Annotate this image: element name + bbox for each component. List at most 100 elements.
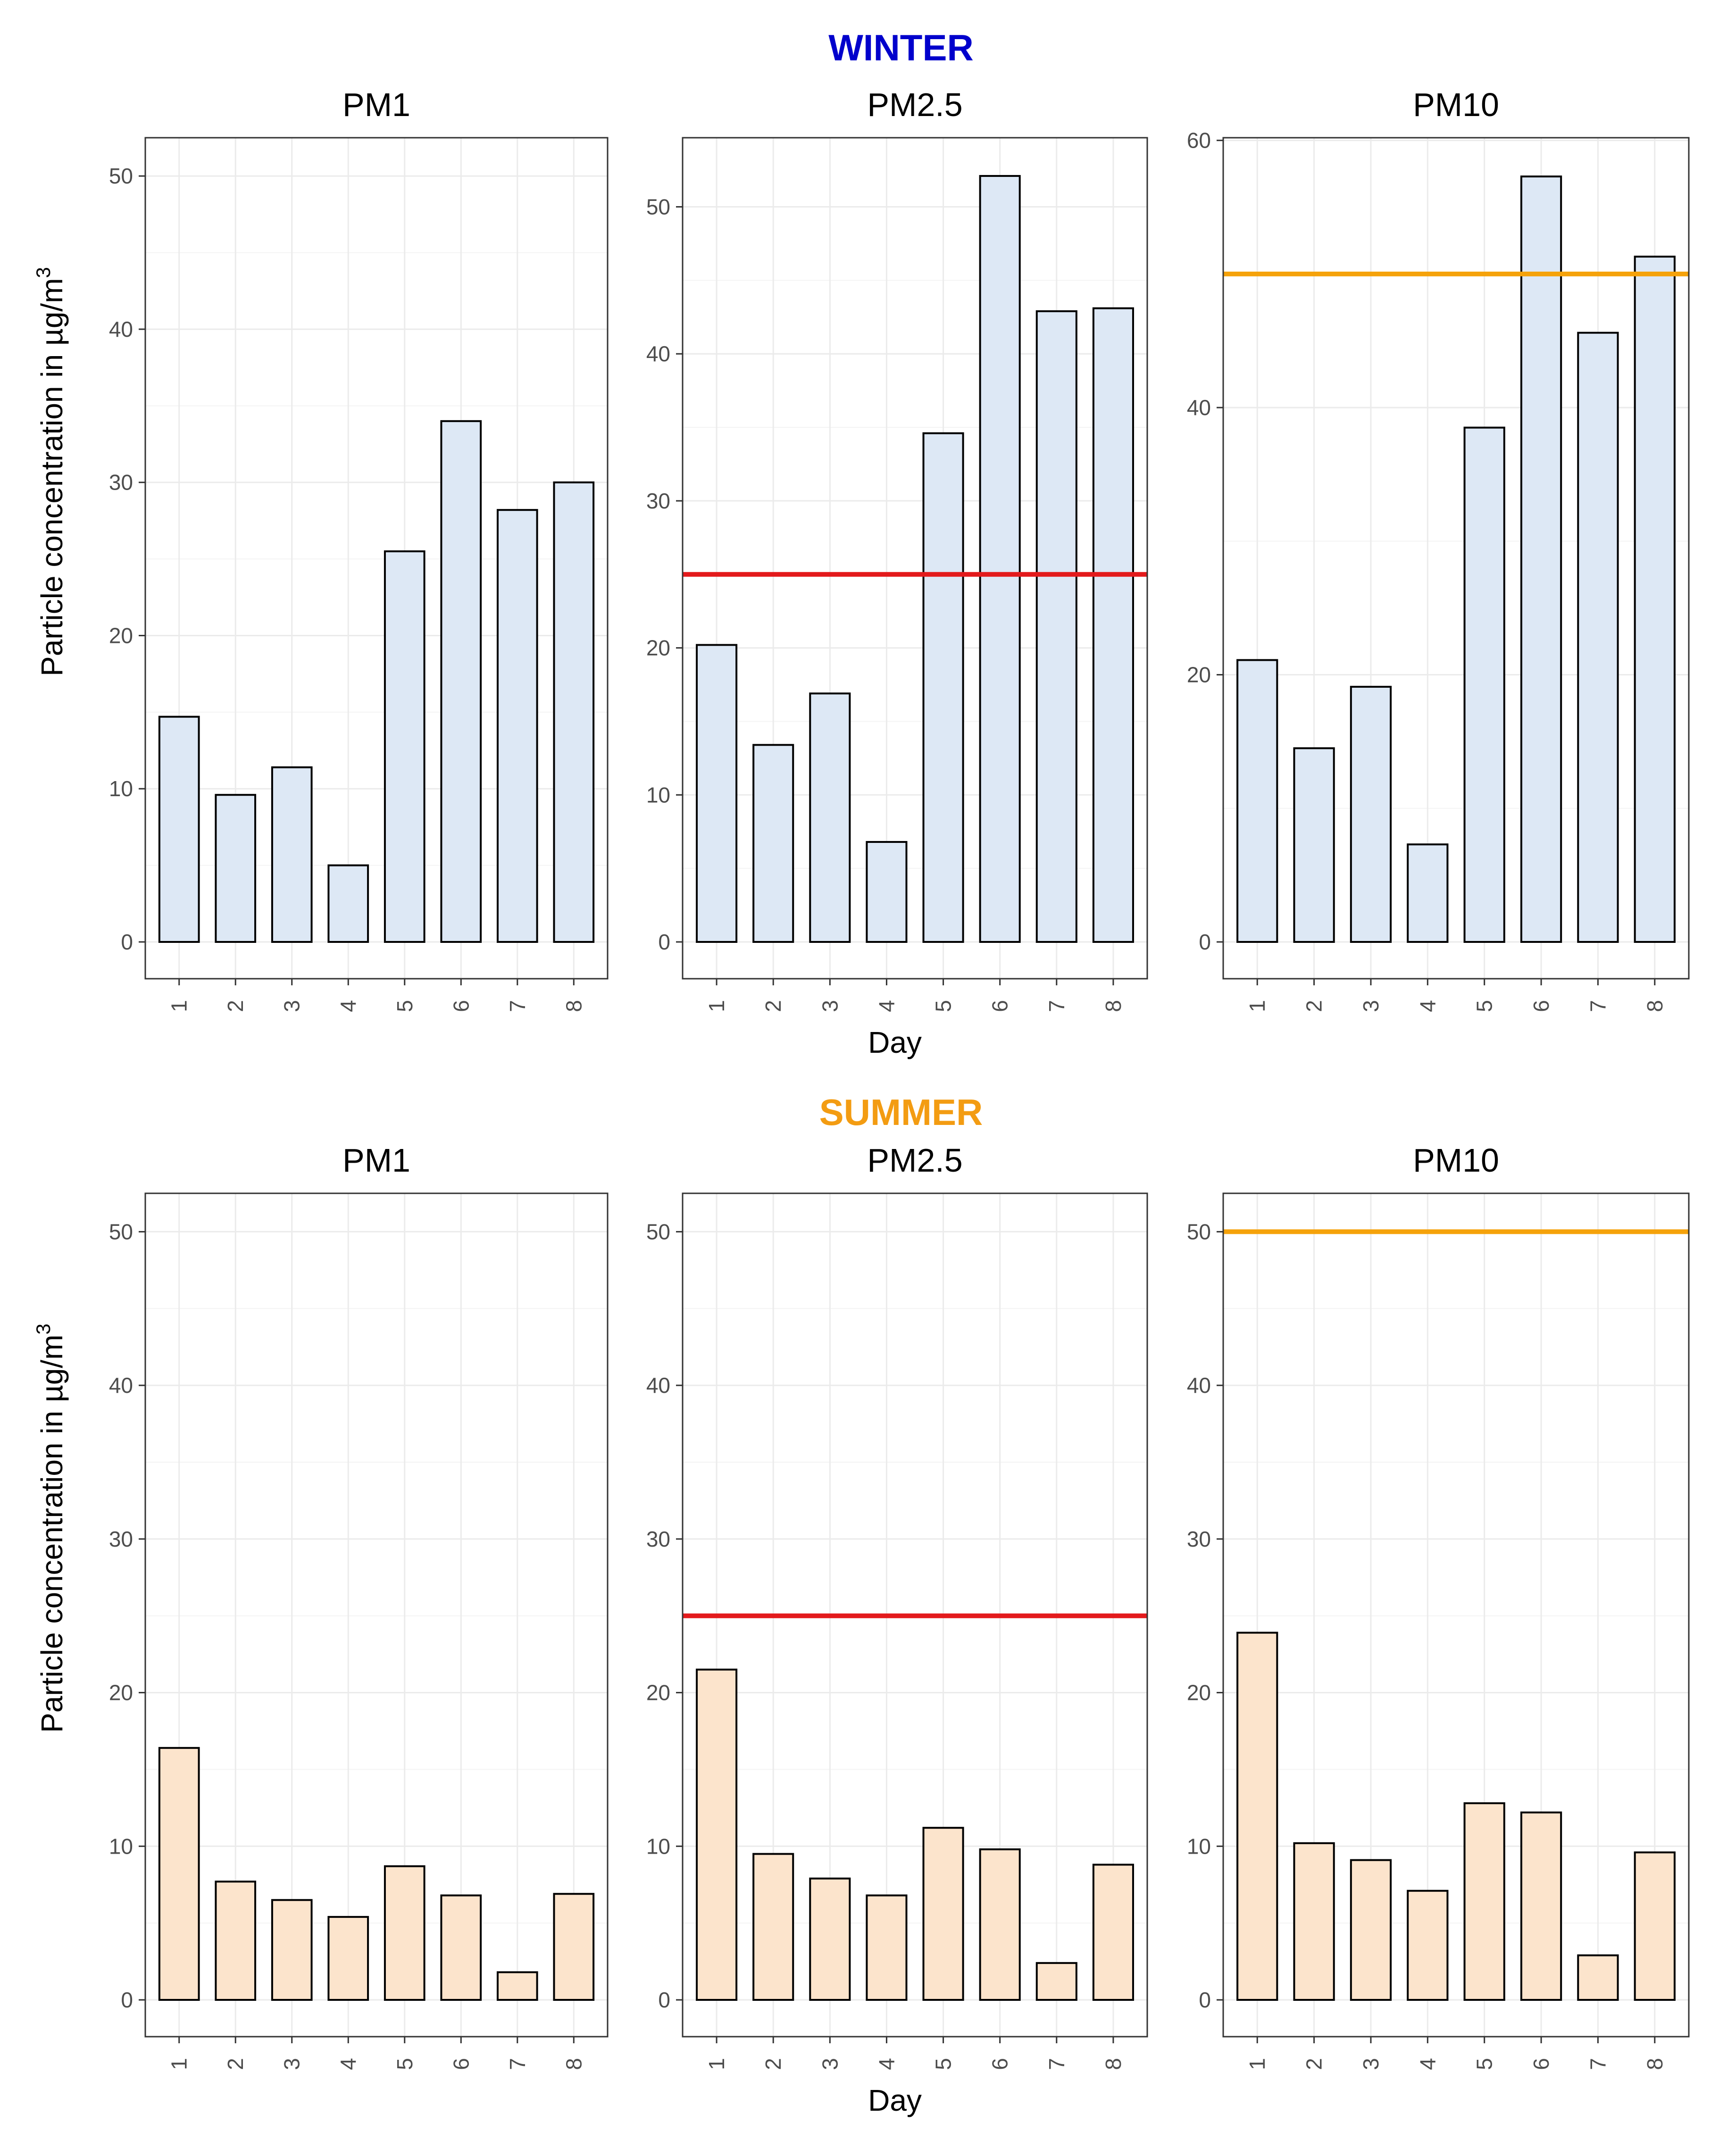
x-tick-label: 5 — [392, 1000, 417, 1012]
panel-title: PM10 — [1413, 86, 1499, 123]
y-tick-label: 20 — [109, 1681, 133, 1705]
x-tick-label: 1 — [704, 2058, 729, 2070]
y-tick-label: 40 — [1187, 395, 1211, 420]
x-tick-label: 4 — [336, 1000, 360, 1012]
y-tick-label: 50 — [109, 1219, 133, 1244]
y-tick-label: 20 — [109, 623, 133, 648]
x-tick-label: 2 — [761, 2058, 785, 2070]
y-tick-label: 10 — [1187, 1834, 1211, 1858]
bar-day-7 — [1577, 332, 1619, 943]
bar-day-4 — [327, 1916, 369, 2001]
panel-winter-pm10: 0 20 40 60 1 2 3 4 5 6 7 8 PM10 — [1187, 86, 1690, 1012]
bar-day-5 — [384, 1865, 426, 2001]
panel-summer-pm1: 0 10 20 30 40 50 1 2 3 4 5 6 7 8 PM1 — [109, 1142, 609, 2070]
x-tick-label: 3 — [818, 2058, 842, 2070]
bar-day-2 — [215, 794, 257, 943]
x-tick-label: 6 — [449, 2058, 473, 2070]
bar-day-1 — [696, 1668, 738, 2001]
bar-day-7 — [1577, 1954, 1619, 2001]
x-tick-label: 5 — [931, 1000, 956, 1012]
y-axis-title-summer: Particle concentration in µg/m3 — [32, 1324, 69, 1733]
panel-summer-pm25: 0 10 20 30 40 50 1 2 3 4 5 6 7 8 PM2.5 — [646, 1142, 1148, 2070]
y-tick-label: 40 — [646, 341, 670, 366]
y-tick-label: 30 — [1187, 1527, 1211, 1551]
bar-day-4 — [327, 864, 369, 943]
y-tick-label: 40 — [109, 1373, 133, 1398]
x-tick-label: 6 — [1529, 2058, 1553, 2070]
y-tick-label: 30 — [646, 489, 670, 513]
y-tick-label: 0 — [658, 930, 670, 954]
bar-day-3 — [809, 692, 851, 943]
bar-day-1 — [1236, 659, 1278, 943]
y-tick-label: 20 — [1187, 1681, 1211, 1705]
x-tick-label: 5 — [931, 2058, 956, 2070]
x-tick-label: 7 — [1585, 1000, 1610, 1012]
x-tick-label: 5 — [1472, 2058, 1497, 2070]
y-tick-label: 50 — [646, 1219, 670, 1244]
panel-border — [1222, 1192, 1690, 2038]
y-tick-label: 0 — [121, 930, 133, 954]
y-tick-label: 20 — [646, 636, 670, 660]
x-tick-label: 8 — [1101, 2058, 1126, 2070]
y-tick-label: 40 — [109, 317, 133, 341]
panel-border — [682, 1192, 1148, 2038]
x-tick-label: 7 — [1044, 1000, 1069, 1012]
y-axis-title-text: Particle concentration in µg/m — [35, 278, 69, 676]
panel-title: PM2.5 — [867, 86, 962, 123]
x-tick-label: 7 — [505, 2058, 530, 2070]
bar-day-5 — [922, 1827, 964, 2001]
panel-border — [144, 1192, 609, 2038]
bar-day-2 — [752, 1853, 794, 2001]
x-tick-label: 5 — [392, 2058, 417, 2070]
bar-day-3 — [271, 1899, 313, 2001]
x-tick-label: 8 — [1643, 2058, 1667, 2070]
bar-day-7 — [1035, 310, 1077, 943]
bar-day-8 — [553, 481, 595, 943]
x-tick-label: 2 — [1302, 2058, 1327, 2070]
bar-day-4 — [1407, 843, 1449, 943]
x-tick-label: 3 — [818, 1000, 842, 1012]
x-tick-label: 3 — [1359, 1000, 1383, 1012]
bar-day-6 — [979, 1848, 1021, 2001]
bar-day-4 — [866, 841, 908, 943]
y-tick-label: 60 — [1187, 128, 1211, 153]
x-tick-label: 4 — [1415, 2058, 1440, 2070]
bar-day-2 — [1293, 747, 1335, 943]
panel-winter-pm25: 0 10 20 30 40 50 1 2 3 4 5 6 7 8 PM2.5 — [646, 86, 1148, 1012]
x-tick-label: 8 — [1101, 1000, 1126, 1012]
y-tick-label: 20 — [1187, 663, 1211, 687]
bar-day-7 — [496, 509, 538, 943]
y-tick-label: 40 — [646, 1373, 670, 1398]
x-tick-label: 6 — [449, 1000, 473, 1012]
bar-day-1 — [1236, 1632, 1278, 2001]
x-tick-label: 1 — [1245, 1000, 1269, 1012]
x-tick-label: 3 — [1359, 2058, 1383, 2070]
y-axis-title-winter: Particle concentration in µg/m3 — [32, 267, 69, 676]
y-tick-label: 10 — [646, 1834, 670, 1858]
panel-border — [144, 137, 609, 980]
x-axis-title-winter: Day — [868, 1025, 922, 1059]
y-tick-label: 50 — [1187, 1219, 1211, 1244]
y-tick-label: 50 — [109, 164, 133, 188]
x-tick-label: 2 — [223, 1000, 248, 1012]
bar-day-6 — [1520, 1811, 1562, 2001]
bar-day-5 — [1463, 426, 1505, 943]
x-tick-label: 2 — [1302, 1000, 1327, 1012]
x-tick-label: 6 — [988, 2058, 1012, 2070]
bar-day-6 — [440, 1894, 482, 2001]
y-tick-label: 0 — [1199, 930, 1211, 954]
y-tick-label: 50 — [646, 194, 670, 219]
bar-day-8 — [553, 1893, 595, 2001]
panel-summer-pm10: 0 10 20 30 40 50 1 2 3 4 5 6 7 8 PM10 — [1187, 1142, 1690, 2070]
x-tick-label: 6 — [988, 1000, 1012, 1012]
y-tick-label: 0 — [121, 1988, 133, 2012]
x-tick-label: 7 — [505, 1000, 530, 1012]
x-tick-label: 1 — [167, 1000, 192, 1012]
season-title-winter: WINTER — [828, 27, 974, 68]
bar-day-2 — [752, 744, 794, 943]
bar-day-4 — [866, 1894, 908, 2001]
x-tick-label: 2 — [761, 1000, 785, 1012]
y-tick-label: 10 — [646, 782, 670, 807]
bar-day-6 — [979, 175, 1021, 943]
